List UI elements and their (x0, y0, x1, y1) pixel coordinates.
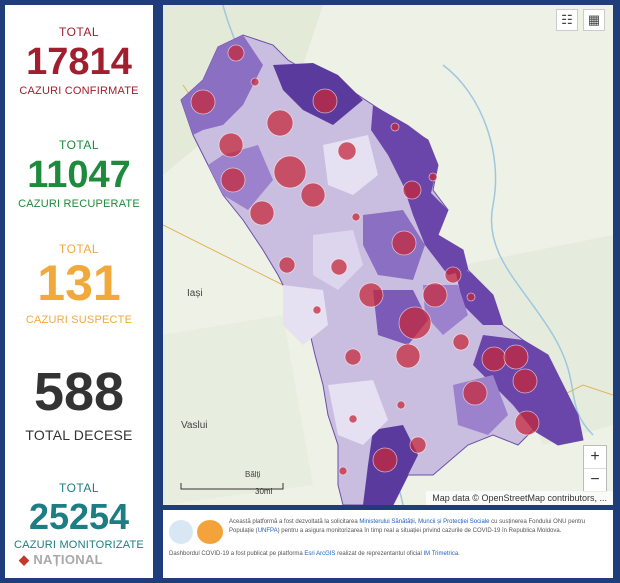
case-circles[interactable] (190, 44, 540, 476)
case-circle[interactable] (190, 89, 216, 115)
info-text-part: . (458, 551, 460, 557)
case-circle[interactable] (481, 346, 507, 372)
district-light[interactable] (328, 380, 388, 445)
deaths-stat: 588 TOTAL DECESE (5, 365, 153, 443)
city-label-balti: Bălți (245, 470, 261, 479)
map-canvas[interactable] (163, 5, 613, 505)
zoom-in-button[interactable]: + (590, 448, 600, 465)
case-circle[interactable] (312, 305, 322, 315)
case-circle[interactable] (396, 400, 406, 410)
esri-link[interactable]: Esri ArcGIS (304, 551, 336, 557)
zoom-control: + − (583, 445, 607, 492)
national-logo-icon: ◆ (19, 552, 30, 567)
info-text-part: Dashbordul COVID-19 a fost publicat pe p… (169, 551, 305, 557)
info-text-part: Această platformă a fost dezvoltată la s… (229, 519, 360, 525)
case-circle[interactable] (503, 344, 529, 370)
un-logo (169, 520, 193, 544)
monitored-caption: CAZURI MONITORIZATE (14, 539, 144, 551)
case-circle[interactable] (344, 348, 362, 366)
case-circle[interactable] (338, 466, 348, 476)
district-light[interactable] (283, 285, 328, 345)
case-circle[interactable] (514, 410, 540, 436)
unfpa-logo (197, 520, 223, 544)
case-circle[interactable] (278, 256, 296, 274)
confirmed-total-label: TOTAL (58, 25, 100, 39)
confirmed-caption: CAZURI CONFIRMATE (19, 85, 139, 97)
monitored-total-label: TOTAL (58, 481, 100, 495)
recovered-caption: CAZURI RECUPERATE (18, 198, 140, 210)
map-attribution[interactable]: Map data © OpenStreetMap contributors, .… (426, 491, 613, 505)
ministry-link[interactable]: Ministerului Sănătății, Muncii și Protec… (359, 519, 490, 525)
case-circle[interactable] (428, 172, 438, 182)
case-circle[interactable] (466, 292, 476, 302)
case-circle[interactable] (218, 132, 244, 158)
case-circle[interactable] (372, 447, 398, 473)
terrain-patch (463, 235, 613, 445)
case-circle[interactable] (273, 155, 307, 189)
case-circle[interactable] (395, 343, 421, 369)
case-circle[interactable] (266, 109, 294, 137)
info-text-secondary: Dashbordul COVID-19 a fost publicat pe p… (169, 550, 599, 559)
case-circle[interactable] (330, 258, 348, 276)
deaths-value: 588 (33, 362, 125, 422)
confirmed-stat: TOTAL 17814 CAZURI CONFIRMATE (5, 25, 153, 97)
district-light[interactable] (323, 135, 378, 195)
brand-name: NAȚIONAL (33, 552, 103, 567)
city-label-iasi: Iași (187, 288, 203, 299)
suspect-stat: TOTAL 131 CAZURI SUSPECTE (5, 242, 153, 326)
info-text-part: realizat de reprezentantul oficial (335, 551, 424, 557)
info-text-part: cu susținerea Fondului ONU pentru Popula… (229, 519, 586, 534)
suspect-value: 131 (37, 255, 121, 311)
case-circle[interactable] (300, 182, 326, 208)
monitored-stat: TOTAL 25254 CAZURI MONITORIZATE (5, 481, 153, 551)
city-label-vaslui: Vaslui (181, 420, 208, 431)
case-circle[interactable] (452, 333, 470, 351)
national-logo: ◆ NAȚIONAL (19, 552, 103, 568)
case-circle[interactable] (337, 141, 357, 161)
case-circle[interactable] (227, 44, 245, 62)
info-text-primary: Această platformă a fost dezvoltată la s… (229, 518, 604, 536)
case-circle[interactable] (312, 88, 338, 114)
district-dark[interactable] (453, 260, 503, 325)
confirmed-value: 17814 (26, 41, 132, 83)
terrain-patch (163, 315, 313, 505)
suspect-caption: CAZURI SUSPECTE (25, 314, 133, 326)
scale-label: 30mi (255, 487, 273, 496)
unfpa-link[interactable]: UNFPA (257, 528, 278, 534)
legend-button[interactable]: ☷ (556, 9, 578, 31)
case-circle[interactable] (422, 282, 448, 308)
info-panel: Această platformă a fost dezvoltată la s… (163, 510, 613, 578)
case-circle[interactable] (390, 122, 400, 132)
scale-bar (180, 483, 284, 490)
stats-panel: TOTAL 17814 CAZURI CONFIRMATE TOTAL 1104… (5, 5, 153, 578)
case-circle[interactable] (250, 77, 260, 87)
case-circle[interactable] (249, 200, 275, 226)
basemap-button[interactable]: ▦ (583, 9, 605, 31)
case-circle[interactable] (462, 380, 488, 406)
suspect-total-label: TOTAL (58, 242, 100, 256)
case-circle[interactable] (351, 212, 361, 222)
monitored-value: 25254 (28, 496, 130, 537)
case-circle[interactable] (409, 436, 427, 454)
deaths-caption: TOTAL DECESE (25, 427, 133, 443)
info-text-part: ) pentru a asigura monitorizarea în timp… (277, 528, 562, 534)
case-circle[interactable] (358, 282, 384, 308)
zoom-out-button[interactable]: − (584, 468, 606, 491)
case-circle[interactable] (391, 230, 417, 256)
map-view[interactable]: Iași Vaslui Bălți 30mi ☷ ▦ + − Map data … (163, 5, 613, 505)
trimetrica-link[interactable]: IM Trimetrica (423, 551, 459, 557)
case-circle[interactable] (398, 306, 432, 340)
recovered-value: 11047 (27, 154, 131, 196)
case-circle[interactable] (402, 180, 422, 200)
recovered-total-label: TOTAL (58, 138, 100, 152)
case-circle[interactable] (348, 414, 358, 424)
case-circle[interactable] (512, 368, 538, 394)
recovered-stat: TOTAL 11047 CAZURI RECUPERATE (5, 138, 153, 210)
case-circle[interactable] (220, 167, 246, 193)
case-circle[interactable] (444, 266, 462, 284)
